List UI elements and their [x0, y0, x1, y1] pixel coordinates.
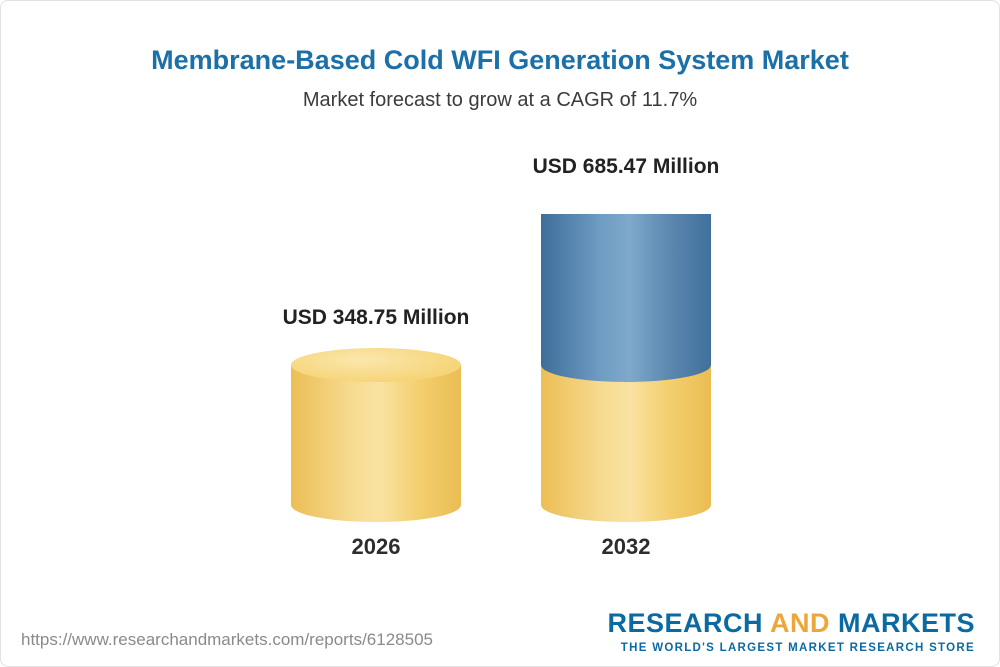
brand-tagline: THE WORLD'S LARGEST MARKET RESEARCH STOR… [620, 642, 975, 654]
bar-2032-value-label: USD 685.47 Million [532, 154, 720, 178]
bar-2032-growth-segment [541, 213, 711, 383]
chart-subtitle: Market forecast to grow at a CAGR of 11.… [302, 89, 698, 111]
brand-word-and: AND [769, 608, 830, 638]
bar-2026-top-ellipse [291, 348, 461, 383]
chart-title: Membrane-Based Cold WFI Generation Syste… [151, 45, 849, 75]
bar-2026-value-label: USD 348.75 Million [282, 306, 470, 330]
brand-logo: RESEARCH AND MARKETS THE WORLD'S LARGEST… [607, 608, 975, 654]
bar-2026-body [291, 365, 461, 522]
brand-logo-wordmark: RESEARCH AND MARKETS [607, 608, 975, 639]
bar-2026 [291, 348, 461, 522]
bar-2026-category-label: 2026 [351, 534, 401, 559]
brand-word-markets: MARKETS [838, 608, 975, 638]
brand-word-research: RESEARCH [607, 608, 763, 638]
bar-2032-base-segment [541, 365, 711, 522]
report-url[interactable]: https://www.researchandmarkets.com/repor… [21, 630, 433, 649]
bar-2032 [541, 213, 711, 522]
bar-2032-category-label: 2032 [601, 534, 651, 559]
bar-2032-top-ellipse [541, 197, 711, 231]
